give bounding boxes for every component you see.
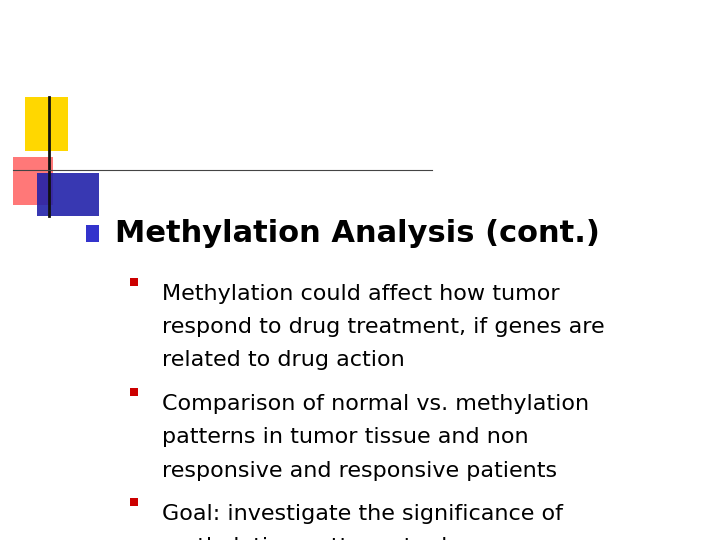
Text: Methylation Analysis (cont.): Methylation Analysis (cont.) [115, 219, 600, 248]
Text: responsive and responsive patients: responsive and responsive patients [162, 461, 557, 481]
Text: patterns in tumor tissue and non: patterns in tumor tissue and non [162, 427, 528, 447]
Bar [130, 498, 138, 506]
Text: related to drug action: related to drug action [162, 350, 405, 370]
Text: respond to drug treatment, if genes are: respond to drug treatment, if genes are [162, 317, 605, 337]
Text: Methylation could affect how tumor: Methylation could affect how tumor [162, 284, 559, 303]
Bar [25, 97, 68, 151]
Bar [37, 173, 99, 216]
Bar [130, 278, 138, 286]
Text: methylation patterns to drug response: methylation patterns to drug response [162, 537, 593, 540]
Bar [13, 157, 53, 205]
Text: Comparison of normal vs. methylation: Comparison of normal vs. methylation [162, 394, 589, 414]
Bar [130, 388, 138, 396]
Bar [86, 225, 99, 242]
Text: Goal: investigate the significance of: Goal: investigate the significance of [162, 504, 563, 524]
